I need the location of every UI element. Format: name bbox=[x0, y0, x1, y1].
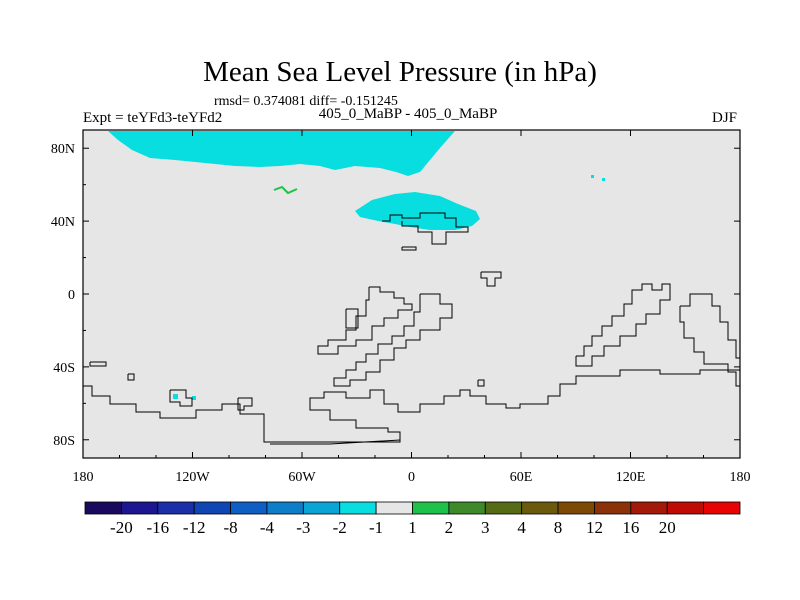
colorbar-swatch bbox=[230, 501, 268, 515]
colorbar-label: -16 bbox=[146, 518, 169, 537]
colorbar-swatch bbox=[594, 501, 632, 515]
colorbar-label: -8 bbox=[223, 518, 237, 537]
colorbar-swatch bbox=[448, 501, 486, 515]
colorbar-swatch bbox=[375, 501, 413, 515]
colorbar-swatch bbox=[666, 501, 705, 515]
coastline-falkland-b bbox=[237, 397, 253, 411]
season-label: DJF bbox=[712, 110, 738, 126]
north-pacific-positive-anomaly bbox=[273, 185, 298, 195]
case-label: 405_0_MaBP - 405_0_MaBP bbox=[318, 106, 498, 122]
colorbar-swatch bbox=[484, 501, 523, 515]
y-axis: 80N 40N 0 40S 80S bbox=[51, 142, 740, 449]
pacific-negative-dot-2 bbox=[602, 178, 605, 181]
x-tick-label: 120E bbox=[616, 470, 646, 485]
colorbar-label: 4 bbox=[517, 518, 526, 537]
x-tick-label: 60W bbox=[288, 470, 316, 485]
x-tick-label: 0 bbox=[408, 470, 415, 485]
coastline-indian-island bbox=[480, 271, 502, 287]
colorbar-label: -1 bbox=[369, 518, 383, 537]
y-tick-label: 0 bbox=[68, 288, 75, 303]
colorbar-label: -2 bbox=[333, 518, 347, 537]
coastline-pacific-island bbox=[127, 373, 135, 381]
map-background bbox=[83, 130, 740, 458]
colorbar-swatch bbox=[120, 501, 159, 515]
chart-title: Mean Sea Level Pressure (in hPa) bbox=[203, 56, 597, 88]
colorbar-label: 2 bbox=[445, 518, 454, 537]
colorbar-swatch bbox=[703, 501, 741, 515]
x-tick-label: 60E bbox=[510, 470, 533, 485]
colorbar-label: 8 bbox=[554, 518, 563, 537]
experiment-label: Expt = teYFd3-teYFd2 bbox=[83, 110, 223, 126]
colorbar-swatch bbox=[302, 501, 341, 515]
x-axis: 180 120W 60W 0 60E 120E 180 bbox=[73, 130, 751, 485]
arctic-negative-anomaly bbox=[108, 131, 455, 176]
colorbar-label: -20 bbox=[110, 518, 133, 537]
colorbar-label: -12 bbox=[183, 518, 206, 537]
colorbar-swatch bbox=[521, 501, 559, 515]
colorbar-swatch bbox=[412, 501, 450, 515]
y-tick-label: 80S bbox=[53, 434, 75, 449]
colorbar-swatch bbox=[84, 501, 122, 515]
coastlines bbox=[83, 212, 741, 445]
colorbar-label: 12 bbox=[586, 518, 603, 537]
colorbar-label: 1 bbox=[408, 518, 417, 537]
colorbar-swatch bbox=[339, 501, 377, 515]
coastline-small-island bbox=[477, 379, 485, 387]
x-tick-label: 180 bbox=[73, 470, 94, 485]
y-tick-label: 40S bbox=[53, 361, 75, 376]
colorbar-label: -3 bbox=[296, 518, 310, 537]
colorbar-label: 20 bbox=[659, 518, 676, 537]
coastline-south-america-b bbox=[345, 308, 359, 329]
y-tick-label: 40N bbox=[51, 215, 75, 230]
stats-line: rmsd= 0.374081 diff= -0.151245 bbox=[214, 94, 398, 109]
colorbar-swatch bbox=[266, 501, 304, 515]
colorbar-label: 3 bbox=[481, 518, 490, 537]
pacific-negative-dot-1 bbox=[591, 175, 594, 178]
colorbar-label: -4 bbox=[260, 518, 275, 537]
colorbar: -20 -16 -12 -8 -4 -3 -2 -1 1 2 3 4 8 12 16 20 bbox=[84, 501, 741, 537]
coastline-south-america-a bbox=[317, 286, 413, 355]
coastline-southern-belt bbox=[83, 369, 740, 443]
coastline-eastern-arm bbox=[575, 283, 671, 367]
coastline-antarctic bbox=[270, 439, 401, 445]
coastline-falkland-a bbox=[169, 389, 193, 407]
colorbar-label: 16 bbox=[622, 518, 639, 537]
x-tick-label: 180 bbox=[730, 470, 751, 485]
coastline-asia-north bbox=[382, 212, 469, 245]
colorbar-swatch bbox=[193, 501, 231, 515]
atlantic-negative-dot bbox=[192, 396, 196, 400]
coastline-southern-land bbox=[333, 293, 453, 387]
y-tick-label: 80N bbox=[51, 142, 75, 157]
coastline-asia-islands bbox=[401, 246, 417, 251]
colorbar-swatch bbox=[157, 501, 195, 515]
coastline-west-island bbox=[89, 361, 107, 367]
x-tick-label: 120W bbox=[175, 470, 210, 485]
colorbar-swatch bbox=[557, 501, 595, 515]
colorbar-swatch bbox=[630, 501, 668, 515]
south-pacific-negative-anomaly bbox=[173, 394, 178, 399]
